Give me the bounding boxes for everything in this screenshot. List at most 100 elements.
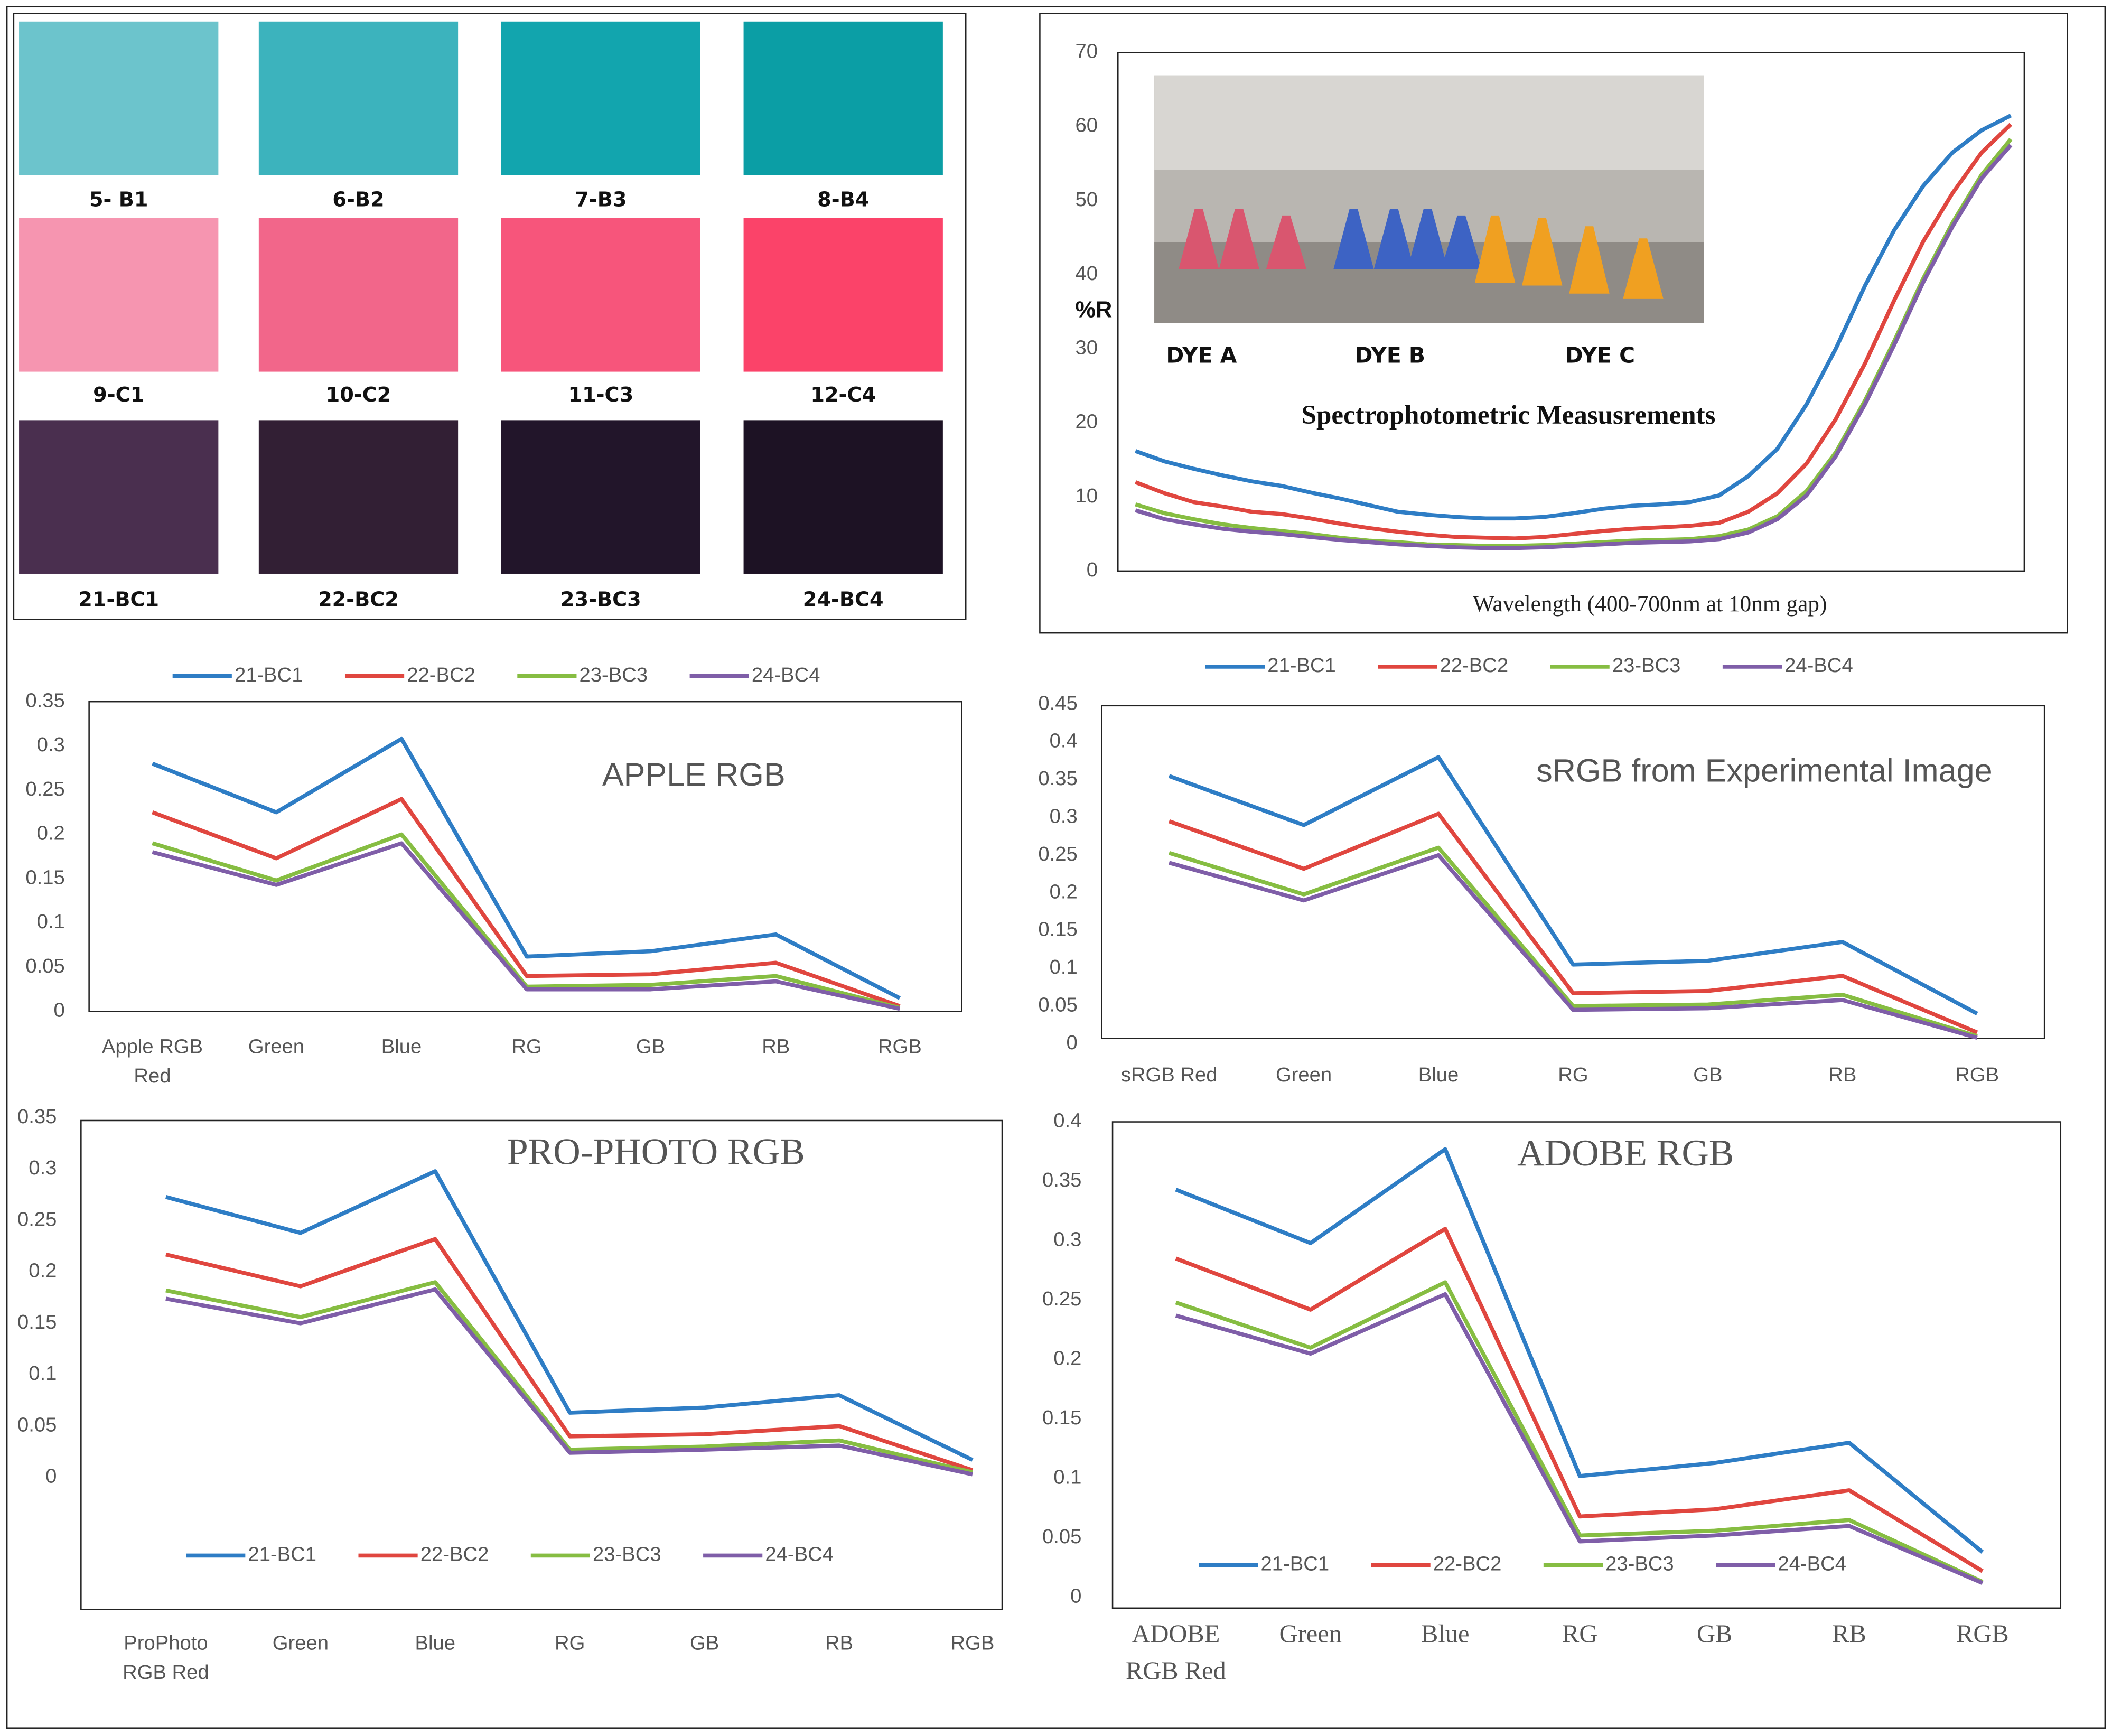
y-tick-label: 50: [1076, 188, 1098, 211]
chart-title: sRGB from Experimental Image: [1536, 752, 1993, 788]
y-tick-label: 0.25: [17, 1208, 57, 1230]
y-tick-label: 0.35: [17, 1105, 57, 1128]
series-line: [1168, 755, 1978, 1015]
y-tick-label: 70: [1076, 40, 1098, 63]
y-tick-label: 0.35: [25, 689, 64, 712]
series-line: [1135, 123, 2013, 541]
y-tick-label: 0.05: [1042, 1525, 1081, 1548]
swatch: [19, 218, 219, 372]
series-line: [152, 797, 901, 1009]
y-tick-label: 0.2: [1053, 1347, 1081, 1370]
legend-label: 24-BC4: [1784, 654, 1853, 677]
swatch-panel: [13, 13, 967, 620]
swatch-label: 10-C2: [326, 384, 391, 407]
plot-area: [88, 701, 962, 1012]
y-tick-label: 0.45: [1038, 692, 1077, 714]
series-line: [1168, 811, 1978, 1034]
swatch-label: 8-B4: [817, 188, 869, 211]
flasks-c: [1474, 215, 1664, 299]
legend-label: 23-BC3: [1612, 654, 1681, 677]
series-line: [1135, 114, 2012, 521]
y-tick-label: 0.25: [1038, 843, 1077, 865]
y-tick-label: 0.3: [1050, 805, 1078, 827]
swatch: [501, 218, 700, 372]
legend-label: 21-BC1: [235, 664, 303, 686]
swatch: [501, 21, 700, 175]
series-line: [1175, 1147, 1984, 1554]
swatch: [501, 420, 700, 574]
legend-label: 21-BC1: [1260, 1552, 1329, 1575]
x-tick-label: GB: [636, 1035, 665, 1058]
x-tick-label: Green: [248, 1035, 304, 1058]
x-tick-label: sRGB Red: [1121, 1063, 1218, 1086]
swatch: [258, 21, 459, 175]
x-tick-label: RB: [1828, 1063, 1856, 1086]
y-tick-label: 0.2: [1050, 880, 1078, 903]
y-tick-label: 0: [53, 999, 64, 1022]
swatch: [258, 218, 459, 372]
photo-wall: [1154, 75, 1704, 170]
legend-label: 21-BC1: [248, 1543, 316, 1565]
y-tick-label: 0.25: [25, 778, 64, 800]
annotation: DYE B: [1354, 343, 1425, 368]
spectral-panel: [1039, 13, 2068, 634]
series-line: [165, 1237, 974, 1472]
outer-frame: [6, 6, 2106, 1729]
y-tick-label: 0.15: [1038, 918, 1077, 941]
y-tick-label: 0: [1087, 558, 1098, 581]
swatch: [258, 420, 459, 574]
y-tick-label: 0.2: [29, 1259, 57, 1282]
y-tick-label: 0.1: [1053, 1466, 1081, 1489]
legend-label: 23-BC3: [1605, 1552, 1674, 1575]
x-tick-label: Apple RGB Red: [102, 1035, 203, 1087]
plot-area: [1111, 1121, 2062, 1609]
legend-label: 22-BC2: [407, 664, 475, 686]
x-tick-label: Green: [1276, 1063, 1332, 1086]
x-tick-label: ProPhoto RGB Red: [123, 1632, 209, 1684]
x-tick-label: ADOBE RGB Red: [1126, 1620, 1226, 1685]
x-tick-label: RG: [1558, 1063, 1588, 1086]
x-tick-label: RB: [825, 1632, 853, 1655]
swatch-label: 7-B3: [575, 188, 627, 211]
y-tick-label: 0: [45, 1465, 57, 1488]
photo: [1154, 75, 1704, 323]
flasks-b: [1333, 209, 1482, 269]
y-tick-label: 0.2: [37, 822, 65, 845]
chart-title: APPLE RGB: [602, 757, 786, 792]
x-tick-label: GB: [1693, 1063, 1722, 1086]
y-tick-label: 0: [1070, 1585, 1081, 1608]
x-tick-label: RB: [1832, 1620, 1866, 1648]
y-tick-label: 0.4: [1053, 1109, 1081, 1132]
x-tick-label: RGB: [1956, 1620, 2009, 1648]
legend-label: 23-BC3: [593, 1543, 661, 1565]
series-line: [1169, 845, 1978, 1039]
plot-area: [1101, 705, 2045, 1039]
legend-label: 24-BC4: [1778, 1552, 1846, 1575]
x-axis-label: Wavelength (400-700nm at 10nm gap): [1473, 591, 1827, 617]
x-tick-label: RGB: [878, 1035, 922, 1058]
annotation: DYE A: [1166, 343, 1237, 368]
swatch-label: 11-C3: [568, 384, 633, 407]
y-tick-label: 10: [1076, 484, 1098, 507]
swatch-label: 22-BC2: [318, 588, 399, 611]
series-line: [152, 736, 901, 1000]
y-tick-label: 0.15: [1042, 1406, 1081, 1429]
y-tick-label: 0: [1067, 1031, 1078, 1054]
y-axis-label: %R: [1075, 297, 1112, 322]
y-tick-label: 0.15: [17, 1311, 57, 1333]
y-tick-label: 0.1: [1050, 956, 1078, 978]
swatch-label: 12-C4: [810, 384, 876, 407]
y-tick-label: 40: [1076, 262, 1098, 285]
x-tick-label: RG: [511, 1035, 541, 1058]
x-tick-label: RGB: [951, 1632, 995, 1655]
swatch: [19, 21, 219, 175]
chart-title: ADOBE RGB: [1517, 1132, 1734, 1174]
series-line: [1175, 1227, 1984, 1573]
legend-label: 22-BC2: [1433, 1552, 1502, 1575]
series-line: [165, 1169, 974, 1462]
annotation: DYE C: [1565, 343, 1635, 368]
series-line: [152, 841, 901, 1011]
legend-label: 23-BC3: [580, 664, 648, 686]
swatch-label: 23-BC3: [560, 588, 641, 611]
